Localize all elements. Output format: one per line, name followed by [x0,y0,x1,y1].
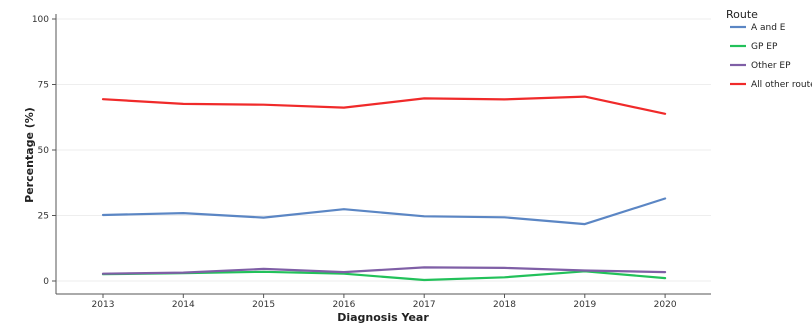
gridlines [56,18,711,282]
series-line-all-other-routes [101,95,667,115]
y-tick-label: 25 [38,212,49,222]
legend-label: All other routes [751,80,812,90]
legend: Route A and E GP EP Other EP All other rout… [726,8,812,90]
x-tick-label: 2015 [252,300,275,310]
x-tick-label: 2017 [413,300,436,310]
legend-label: A and E [751,23,786,33]
y-tick-label: 100 [32,15,49,25]
x-tick-label: 2018 [493,300,516,310]
series-line-a-and-e [101,197,667,226]
x-tick-label: 2014 [172,300,195,310]
y-axis-title: Percentage (%) [23,107,36,203]
axes: 0 25 50 75 100 2013 2014 2015 2016 2017 2018 2019 20… [32,14,711,310]
legend-title: Route [726,8,758,21]
legend-label: Other EP [751,61,791,71]
x-tick-label: 2019 [573,300,596,310]
x-tick-label: 2020 [654,300,677,310]
legend-label: GP EP [751,42,778,52]
y-tick-label: 50 [38,146,50,156]
x-axis-title: Diagnosis Year [337,311,429,324]
y-tick-label: 75 [38,81,49,91]
y-tick-label: 0 [43,277,49,287]
series-line-other-ep [101,266,667,275]
series-lines [101,95,667,282]
x-tick-label: 2016 [332,300,355,310]
x-tick-label: 2013 [92,300,115,310]
